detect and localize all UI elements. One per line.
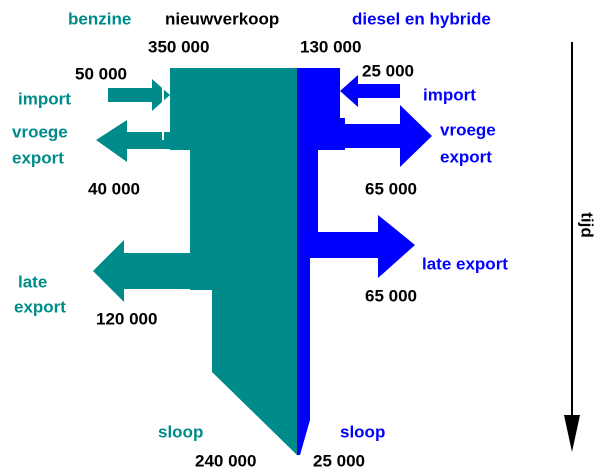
diesel-early-export-label: export <box>440 147 492 166</box>
diesel-import-head <box>340 75 358 107</box>
benzine-body <box>170 68 297 455</box>
diesel-import-label: import <box>423 85 476 104</box>
benzine-late-export-label: late <box>18 272 47 291</box>
benzine-import-amount: 50 000 <box>75 64 127 83</box>
benzine-late-export-amount: 120 000 <box>96 309 157 328</box>
benzine-header: benzine <box>68 9 131 28</box>
diesel-late-export-shaft <box>316 232 382 258</box>
time-axis-label: tijd <box>578 212 597 238</box>
diesel-late-export-amount: 65 000 <box>365 286 417 305</box>
benzine-early-export-head <box>96 120 127 162</box>
benzine-scrap-label: sloop <box>158 422 203 441</box>
benzine-early-export-shaft <box>125 132 175 149</box>
diesel-import-amount: 25 000 <box>362 61 414 80</box>
diesel-header: diesel en hybride <box>352 9 491 28</box>
diesel-flow <box>297 68 432 455</box>
benzine-early-export-label: export <box>12 148 64 167</box>
diesel-scrap-label: sloop <box>340 422 385 441</box>
center-header: nieuwverkoop <box>165 9 279 28</box>
diesel-body <box>297 68 345 455</box>
diesel-early-export-head <box>400 105 432 167</box>
benzine-late-export-head <box>93 240 124 302</box>
diesel-scrap-amount: 25 000 <box>313 451 365 470</box>
benzine-early-export-amount: 40 000 <box>88 179 140 198</box>
time-axis-head <box>564 415 580 452</box>
benzine-scrap-amount: 240 000 <box>195 451 256 470</box>
benzine-flow <box>93 68 297 455</box>
benzine-late-export-shaft <box>122 253 192 289</box>
benzine-late-export-label: export <box>14 297 66 316</box>
diesel-early-export-amount: 65 000 <box>365 179 417 198</box>
diesel-early-export-label: vroege <box>440 120 496 139</box>
diesel-new-sales: 130 000 <box>300 37 361 56</box>
benzine-new-sales: 350 000 <box>148 37 209 56</box>
diesel-late-export-head <box>378 215 415 278</box>
diesel-late-export-label: late export <box>422 254 508 273</box>
benzine-import-label: import <box>18 89 71 108</box>
benzine-import-shaft <box>108 88 154 102</box>
diesel-import-shaft <box>356 84 400 98</box>
benzine-import-head <box>152 79 170 111</box>
diesel-early-export-shaft <box>340 124 404 148</box>
benzine-early-export-label: vroege <box>12 122 68 141</box>
